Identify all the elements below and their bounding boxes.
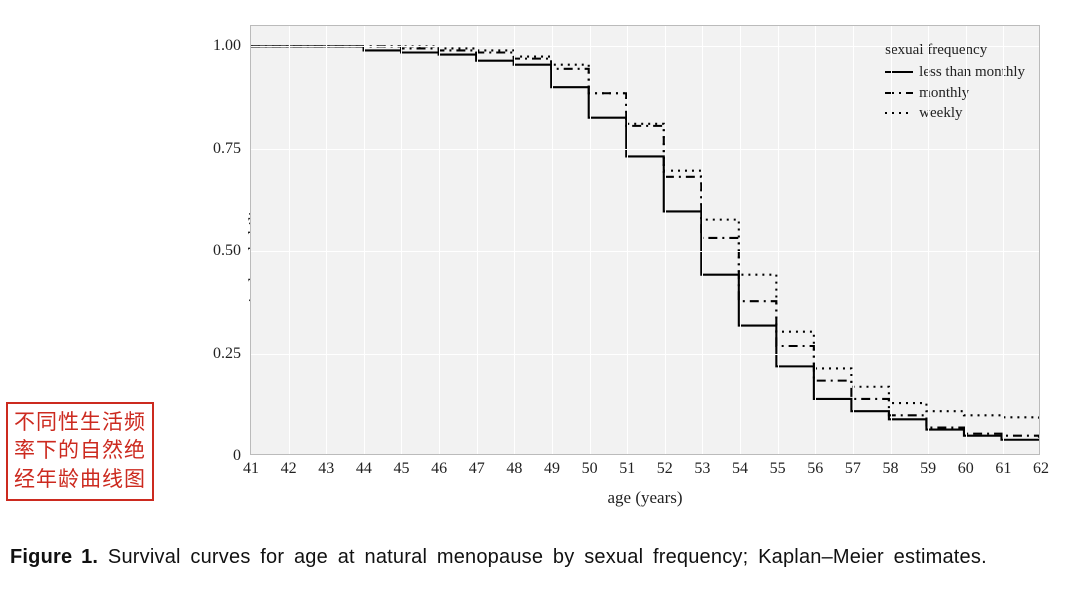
- x-tick-label: 47: [469, 454, 485, 478]
- gridline-vertical: [552, 26, 553, 454]
- x-tick-label: 52: [657, 454, 673, 478]
- gridline-vertical: [627, 26, 628, 454]
- curve-less: [251, 46, 1039, 439]
- y-tick-label: 0.25: [201, 345, 251, 363]
- gridline-vertical: [590, 26, 591, 454]
- gridline-vertical: [740, 26, 741, 454]
- x-tick-label: 55: [770, 454, 786, 478]
- x-tick-label: 61: [995, 454, 1011, 478]
- gridline-vertical: [815, 26, 816, 454]
- gridline-horizontal: [251, 354, 1039, 355]
- gridline-vertical: [891, 26, 892, 454]
- gridline-vertical: [477, 26, 478, 454]
- gridline-vertical: [928, 26, 929, 454]
- x-tick-label: 42: [281, 454, 297, 478]
- x-tick-label: 62: [1033, 454, 1049, 478]
- gridline-vertical: [364, 26, 365, 454]
- gridline-vertical: [853, 26, 854, 454]
- y-tick-label: 0.50: [201, 242, 251, 260]
- x-tick-label: 43: [318, 454, 334, 478]
- x-tick-label: 56: [807, 454, 823, 478]
- gridline-vertical: [665, 26, 666, 454]
- chart-container: survival probability age (years) sexual …: [160, 10, 1060, 520]
- x-tick-label: 54: [732, 454, 748, 478]
- curve-monthly: [251, 46, 1039, 437]
- gridline-vertical: [514, 26, 515, 454]
- gridline-vertical: [778, 26, 779, 454]
- x-tick-label: 48: [506, 454, 522, 478]
- x-tick-label: 57: [845, 454, 861, 478]
- gridline-vertical: [1003, 26, 1004, 454]
- gridline-vertical: [702, 26, 703, 454]
- gridline-horizontal: [251, 46, 1039, 47]
- caption-text: Survival curves for age at natural menop…: [108, 546, 987, 568]
- annotation-box: 不同性生活频率下的自然绝经年龄曲线图: [6, 402, 154, 501]
- gridline-vertical: [966, 26, 967, 454]
- caption-label: Figure 1.: [10, 546, 98, 568]
- x-tick-label: 53: [694, 454, 710, 478]
- x-tick-label: 49: [544, 454, 560, 478]
- x-tick-label: 46: [431, 454, 447, 478]
- x-tick-label: 58: [883, 454, 899, 478]
- plot-area: sexual frequency less than monthlymonthl…: [250, 25, 1040, 455]
- x-tick-label: 41: [243, 454, 259, 478]
- x-tick-label: 51: [619, 454, 635, 478]
- curve-weekly: [251, 46, 1039, 419]
- gridline-vertical: [289, 26, 290, 454]
- gridline-vertical: [401, 26, 402, 454]
- x-tick-label: 59: [920, 454, 936, 478]
- gridline-vertical: [439, 26, 440, 454]
- x-tick-label: 44: [356, 454, 372, 478]
- y-tick-label: 1.00: [201, 37, 251, 55]
- gridline-vertical: [326, 26, 327, 454]
- x-tick-label: 50: [582, 454, 598, 478]
- x-tick-label: 60: [958, 454, 974, 478]
- gridline-horizontal: [251, 149, 1039, 150]
- gridline-horizontal: [251, 251, 1039, 252]
- x-axis-label: age (years): [250, 488, 1040, 508]
- y-tick-label: 0.75: [201, 140, 251, 158]
- x-tick-label: 45: [393, 454, 409, 478]
- figure-caption: Figure 1. Survival curves for age at nat…: [10, 546, 1070, 569]
- survival-curves: [251, 26, 1039, 454]
